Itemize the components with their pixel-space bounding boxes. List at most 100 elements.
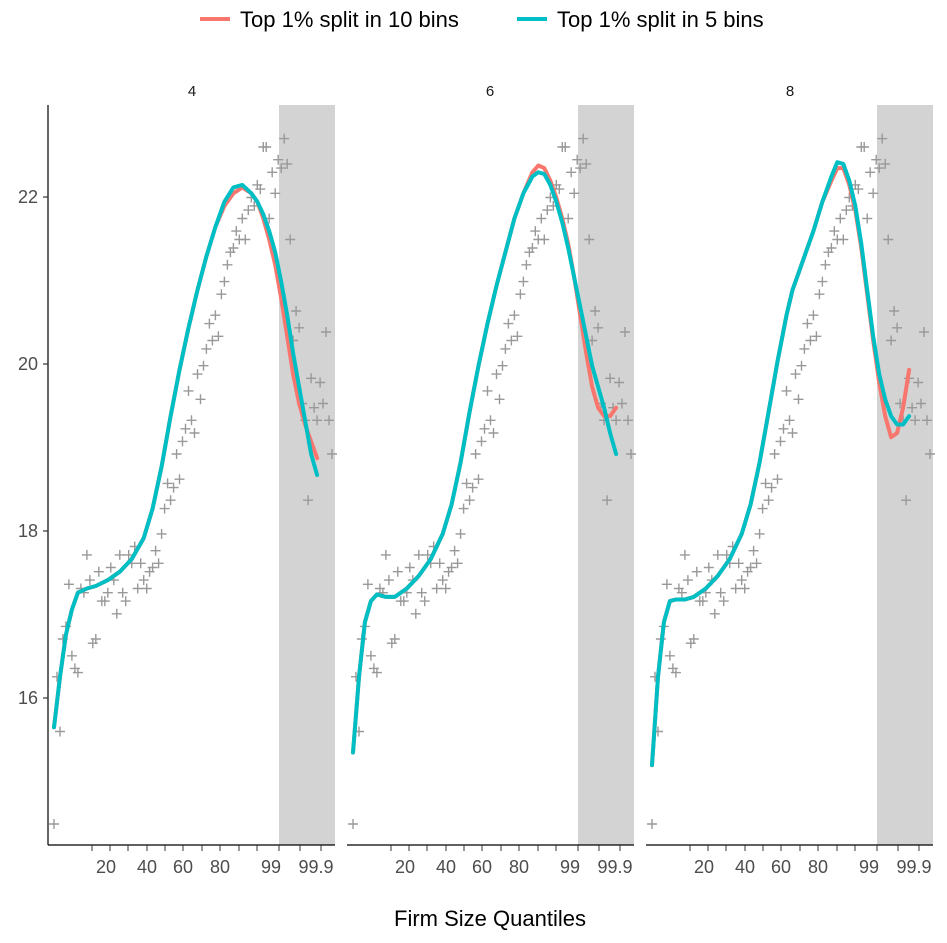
- y-tick-label-22: 22: [18, 187, 38, 207]
- data-point: [919, 327, 929, 337]
- strip-label-4: 4: [188, 83, 196, 100]
- data-point: [467, 482, 478, 493]
- data-point: [446, 562, 457, 573]
- data-point: [784, 415, 795, 426]
- data-point: [826, 243, 837, 253]
- x-tick-label-60: 60: [771, 857, 791, 877]
- data-point: [772, 474, 783, 485]
- data-point: [647, 819, 657, 829]
- data-point: [434, 558, 445, 569]
- data-point: [285, 234, 296, 245]
- data-point: [204, 318, 215, 329]
- data-point: [494, 394, 505, 405]
- data-point: [111, 608, 122, 619]
- y-tick-16: 16: [18, 688, 48, 708]
- x-tick-label-99.9: 99.9: [597, 857, 632, 877]
- data-point: [793, 394, 804, 405]
- panel-8: 8 20 40 60 80 99 99.9: [646, 83, 935, 877]
- data-point: [802, 318, 813, 329]
- data-point: [440, 583, 451, 594]
- data-point: [563, 213, 574, 224]
- data-point: [874, 163, 885, 174]
- x-tick-label-40: 40: [735, 857, 755, 877]
- data-point: [135, 558, 146, 569]
- data-point: [913, 377, 924, 388]
- data-point: [138, 575, 149, 586]
- x-tick-label-60: 60: [472, 857, 492, 877]
- data-point: [276, 163, 287, 174]
- data-point: [682, 575, 693, 586]
- data-point: [709, 608, 720, 619]
- data-point: [539, 234, 550, 245]
- data-point: [500, 343, 511, 354]
- data-point: [757, 503, 768, 514]
- lines-layer: [52, 182, 320, 730]
- data-point: [575, 163, 586, 174]
- data-point: [84, 575, 95, 586]
- data-point: [664, 650, 675, 661]
- data-point: [105, 562, 116, 573]
- data-point: [530, 226, 541, 237]
- data-point: [853, 184, 864, 195]
- data-point: [910, 415, 921, 426]
- x-tick-label-80: 80: [808, 857, 828, 877]
- data-point: [93, 566, 104, 577]
- data-point: [778, 423, 789, 434]
- data-point: [371, 667, 382, 678]
- data-point: [751, 558, 762, 569]
- data-point: [748, 545, 759, 556]
- data-point: [362, 579, 373, 590]
- data-point: [458, 503, 469, 514]
- x-tick-label-20: 20: [395, 857, 415, 877]
- data-point: [736, 575, 747, 586]
- data-point: [479, 423, 490, 434]
- data-point: [877, 133, 888, 144]
- data-point: [491, 369, 502, 380]
- data-point: [177, 436, 188, 447]
- series-line-top1pct-10bins: [650, 166, 912, 768]
- data-point: [318, 398, 328, 409]
- y-tick-18: 18: [18, 521, 48, 541]
- data-point: [676, 587, 687, 598]
- data-point: [147, 562, 158, 573]
- strip-label-8: 8: [786, 83, 794, 100]
- data-point: [739, 583, 750, 594]
- x-tick-label-99: 99: [261, 857, 281, 877]
- data-point: [769, 449, 780, 459]
- data-point: [718, 596, 729, 607]
- data-point: [712, 549, 723, 560]
- data-point: [922, 415, 932, 426]
- data-point: [207, 335, 218, 346]
- data-point: [198, 360, 209, 371]
- data-point: [267, 167, 278, 178]
- data-point: [192, 369, 203, 380]
- data-point: [536, 213, 547, 224]
- data-point: [509, 310, 520, 321]
- data-point: [781, 385, 792, 396]
- data-point: [132, 583, 143, 594]
- data-point: [862, 213, 873, 224]
- data-point: [141, 583, 152, 594]
- data-point: [419, 596, 430, 607]
- data-point: [49, 819, 59, 829]
- data-point: [679, 549, 690, 560]
- data-point: [114, 549, 125, 560]
- data-point: [416, 587, 427, 598]
- data-point: [892, 322, 903, 333]
- data-point: [255, 184, 266, 195]
- data-point: [925, 449, 935, 459]
- data-point: [404, 562, 415, 573]
- data-point: [315, 377, 326, 388]
- data-point: [273, 154, 284, 165]
- data-point: [572, 154, 583, 165]
- x-ticks: 20 40 60 80 99 99.9: [91, 845, 334, 877]
- data-point: [841, 205, 852, 216]
- data-point: [626, 449, 636, 459]
- data-point: [829, 226, 840, 237]
- data-point: [410, 608, 421, 619]
- data-point: [186, 415, 197, 426]
- data-point: [321, 327, 331, 337]
- data-point: [578, 133, 589, 144]
- x-tick-label-80: 80: [210, 857, 230, 877]
- data-point: [527, 243, 538, 253]
